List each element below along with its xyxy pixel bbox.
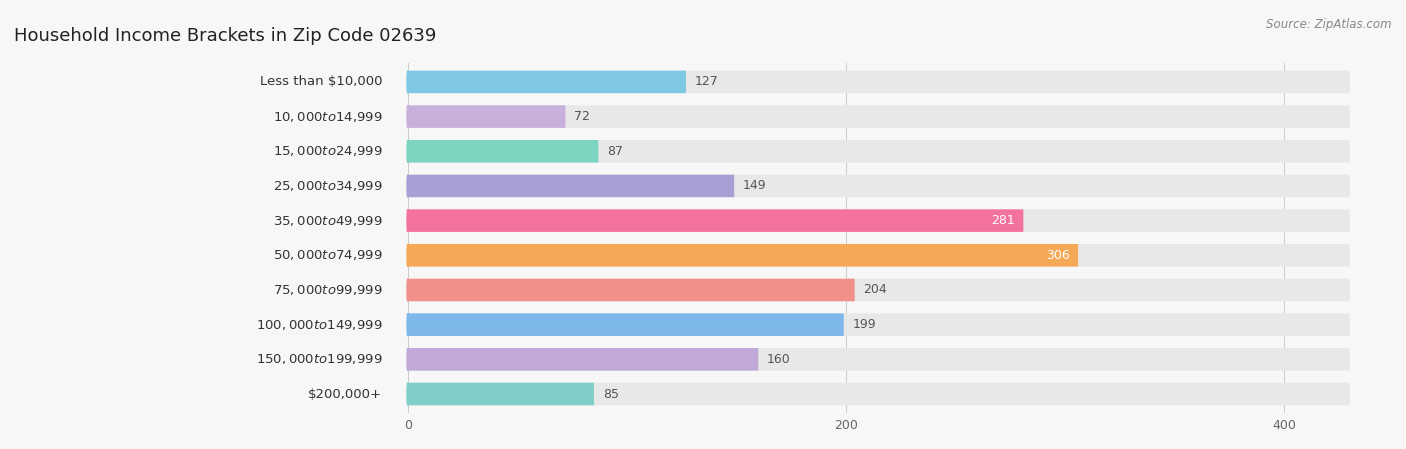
FancyBboxPatch shape [408,106,565,128]
Circle shape [406,279,409,301]
FancyBboxPatch shape [408,106,1350,128]
Text: $15,000 to $24,999: $15,000 to $24,999 [273,144,382,158]
Text: Household Income Brackets in Zip Code 02639: Household Income Brackets in Zip Code 02… [14,27,436,45]
Text: $75,000 to $99,999: $75,000 to $99,999 [273,283,382,297]
FancyBboxPatch shape [408,279,855,301]
Text: $35,000 to $49,999: $35,000 to $49,999 [273,214,382,228]
Text: $100,000 to $149,999: $100,000 to $149,999 [256,317,382,332]
Circle shape [406,313,409,336]
FancyBboxPatch shape [408,244,1078,267]
Text: Source: ZipAtlas.com: Source: ZipAtlas.com [1267,18,1392,31]
Text: 127: 127 [695,75,718,88]
FancyBboxPatch shape [408,383,1350,405]
Text: $25,000 to $34,999: $25,000 to $34,999 [273,179,382,193]
Circle shape [406,209,409,232]
Text: $50,000 to $74,999: $50,000 to $74,999 [273,248,382,262]
FancyBboxPatch shape [408,244,1350,267]
Circle shape [406,244,409,267]
FancyBboxPatch shape [408,313,1350,336]
FancyBboxPatch shape [408,70,686,93]
Text: 87: 87 [607,145,623,158]
Text: 199: 199 [852,318,876,331]
FancyBboxPatch shape [408,70,1350,93]
Text: 306: 306 [1046,249,1070,262]
Text: Less than $10,000: Less than $10,000 [260,75,382,88]
FancyBboxPatch shape [408,279,1350,301]
Text: $200,000+: $200,000+ [308,387,382,401]
Circle shape [406,383,409,405]
Text: 72: 72 [574,110,591,123]
Text: $10,000 to $14,999: $10,000 to $14,999 [273,110,382,123]
FancyBboxPatch shape [408,209,1350,232]
Text: 281: 281 [991,214,1015,227]
FancyBboxPatch shape [408,175,1350,197]
FancyBboxPatch shape [408,383,593,405]
FancyBboxPatch shape [408,313,844,336]
FancyBboxPatch shape [408,140,599,163]
Circle shape [406,348,409,370]
Circle shape [406,106,409,128]
Circle shape [406,175,409,197]
FancyBboxPatch shape [408,209,1024,232]
Circle shape [406,70,409,93]
Text: $150,000 to $199,999: $150,000 to $199,999 [256,352,382,366]
FancyBboxPatch shape [408,175,734,197]
Text: 160: 160 [768,353,790,366]
FancyBboxPatch shape [408,348,758,370]
FancyBboxPatch shape [408,348,1350,370]
FancyBboxPatch shape [408,140,1350,163]
Text: 85: 85 [603,387,619,401]
Text: 149: 149 [742,180,766,193]
Text: 204: 204 [863,283,887,296]
Circle shape [406,140,409,163]
